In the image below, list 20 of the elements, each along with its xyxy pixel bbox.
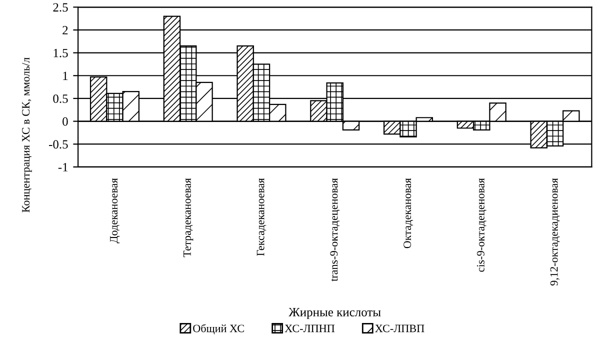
- x-tick-label: trans-9-октадеценовая: [330, 178, 340, 282]
- legend-label: ХС-ЛПНП: [284, 324, 335, 332]
- y-tick-label: 0: [62, 117, 68, 126]
- x-tick-label: Додеканоевая: [110, 178, 120, 244]
- y-tick-label: 1: [63, 72, 68, 80]
- y-tick-label: -0.5: [49, 140, 68, 149]
- y-tick-label: 2: [62, 26, 68, 34]
- y-tick-label: 2.5: [53, 3, 68, 12]
- y-tick-label: 1.5: [54, 48, 68, 58]
- x-axis-title: Жирные кислоты: [288, 308, 381, 319]
- y-tick-label: 0.5: [53, 94, 68, 103]
- y-tick-label: -1: [58, 163, 68, 172]
- x-tick-label: cis-9-октадеценовая: [476, 178, 486, 272]
- legend-label: ХС-ЛПВП: [375, 324, 424, 332]
- legend-label: Общий ХС: [193, 324, 244, 334]
- x-tick-label: Октадекановая: [404, 178, 414, 248]
- x-tick-label: Тетрадеканоевая: [184, 178, 194, 258]
- x-tick-label: Гексадеканоевая: [256, 178, 266, 256]
- x-tick-label: 9,12-октадекадиеновая: [550, 178, 560, 286]
- y-axis-title: Концентрация ХС в СК, ммоль/л: [22, 58, 32, 212]
